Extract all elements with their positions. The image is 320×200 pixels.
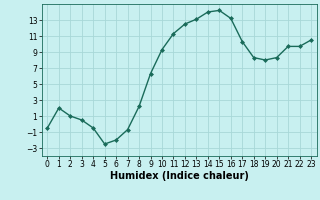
X-axis label: Humidex (Indice chaleur): Humidex (Indice chaleur)	[110, 171, 249, 181]
